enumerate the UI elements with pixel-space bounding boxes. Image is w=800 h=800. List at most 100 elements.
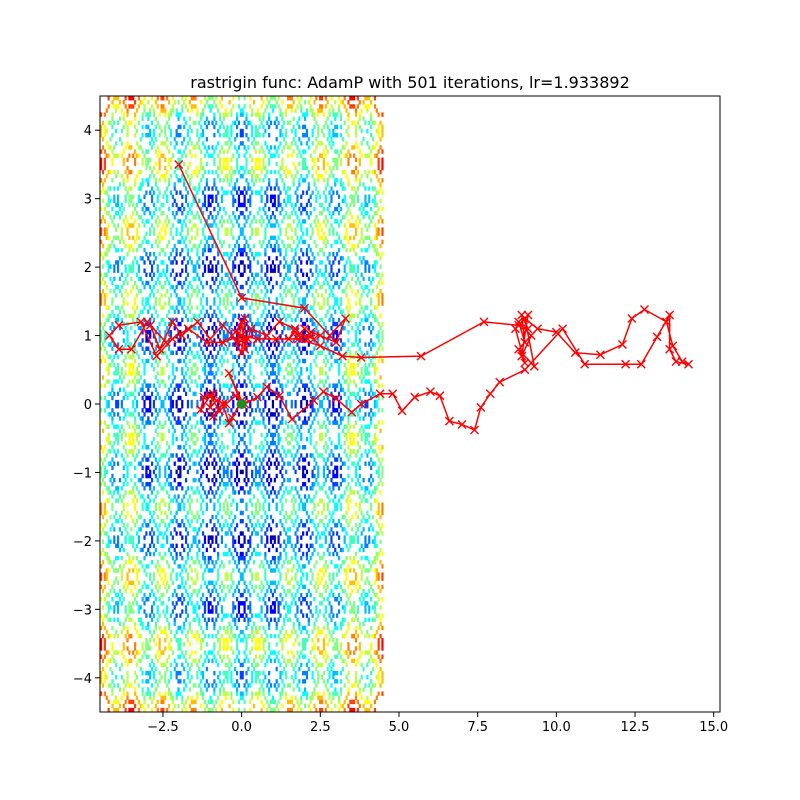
contour-cell	[286, 449, 290, 454]
contour-cell	[271, 153, 275, 158]
contour-cell	[171, 707, 174, 712]
contour-cell	[111, 679, 114, 684]
contour-cell	[279, 247, 282, 253]
contour-cell	[181, 601, 184, 606]
contour-cell	[275, 625, 278, 631]
contour-cell	[252, 215, 256, 220]
contour-cell	[160, 510, 163, 516]
contour-cell	[275, 416, 278, 421]
contour-cell	[266, 560, 269, 565]
contour-cell	[122, 309, 125, 314]
contour-cell	[243, 560, 246, 565]
contour-cell	[126, 572, 129, 577]
contour-cell	[266, 194, 269, 199]
contour-cell	[141, 687, 144, 692]
contour-cell	[183, 547, 186, 553]
contour-cell	[286, 313, 290, 319]
contour-cell	[283, 633, 286, 639]
contour-cell	[269, 342, 273, 347]
contour-cell	[154, 116, 157, 121]
contour-cell	[234, 186, 237, 191]
contour-cell	[254, 334, 258, 339]
contour-cell	[111, 301, 114, 306]
contour-cell	[286, 153, 290, 158]
contour-cell	[273, 342, 276, 347]
contour-cell	[139, 182, 142, 187]
contour-cell	[143, 601, 146, 606]
contour-cell	[150, 580, 154, 585]
contour-cell	[133, 256, 137, 261]
contour-cell	[190, 141, 193, 146]
contour-cell	[100, 473, 103, 479]
contour-cell	[209, 108, 212, 113]
contour-cell	[160, 399, 163, 405]
contour-cell	[292, 100, 295, 105]
contour-cell	[169, 112, 173, 117]
contour-cell	[254, 576, 258, 581]
contour-cell	[135, 293, 139, 298]
contour-cell	[145, 132, 148, 138]
contour-cell	[251, 572, 254, 577]
contour-cell	[264, 498, 267, 503]
contour-cell	[232, 223, 235, 228]
contour-cell	[169, 576, 173, 581]
contour-cell	[230, 469, 233, 475]
contour-cell	[218, 219, 222, 224]
contour-cell	[213, 416, 216, 421]
contour-cell	[135, 629, 139, 635]
contour-cell	[298, 239, 301, 245]
contour-cell	[294, 202, 297, 208]
contour-cell	[266, 707, 269, 712]
contour-cell	[128, 658, 131, 664]
contour-cell	[198, 617, 201, 622]
contour-cell	[201, 367, 205, 372]
contour-cell	[251, 124, 254, 130]
contour-cell	[290, 141, 293, 146]
contour-cell	[107, 580, 110, 585]
contour-cell	[181, 404, 184, 409]
contour-cell	[116, 194, 120, 199]
contour-cell	[249, 169, 252, 175]
contour-cell	[190, 379, 193, 384]
contour-cell	[211, 276, 214, 282]
contour-cell	[241, 572, 244, 577]
contour-cell	[252, 588, 256, 594]
contour-cell	[122, 506, 125, 512]
contour-cell	[200, 330, 203, 335]
contour-cell	[273, 325, 276, 331]
contour-cell	[268, 625, 271, 631]
contour-cell	[113, 186, 116, 191]
contour-cell	[292, 666, 295, 672]
contour-cell	[156, 461, 159, 466]
contour-cell	[279, 638, 282, 643]
contour-cell	[188, 523, 191, 528]
contour-cell	[232, 235, 235, 241]
contour-cell	[285, 108, 288, 113]
contour-cell	[186, 662, 190, 668]
contour-cell	[147, 301, 150, 306]
contour-cell	[298, 465, 301, 471]
contour-cell	[175, 293, 178, 298]
contour-cell	[243, 379, 246, 384]
contour-cell	[111, 358, 114, 364]
contour-cell	[120, 141, 123, 146]
contour-cell	[222, 551, 225, 557]
contour-cell	[215, 223, 218, 228]
contour-cell	[177, 445, 180, 450]
contour-cell	[154, 297, 157, 302]
contour-cell	[177, 132, 180, 138]
contour-cell	[122, 502, 125, 507]
contour-cell	[275, 375, 278, 380]
contour-cell	[171, 568, 174, 573]
contour-cell	[173, 527, 176, 532]
contour-cell	[173, 145, 176, 150]
contour-cell	[115, 399, 118, 405]
contour-cell	[298, 428, 301, 434]
contour-cell	[122, 178, 125, 183]
contour-cell	[137, 477, 140, 483]
contour-cell	[256, 128, 259, 134]
contour-cell	[179, 691, 182, 696]
contour-cell	[100, 408, 103, 413]
contour-cell	[198, 490, 201, 495]
contour-cell	[215, 560, 218, 565]
